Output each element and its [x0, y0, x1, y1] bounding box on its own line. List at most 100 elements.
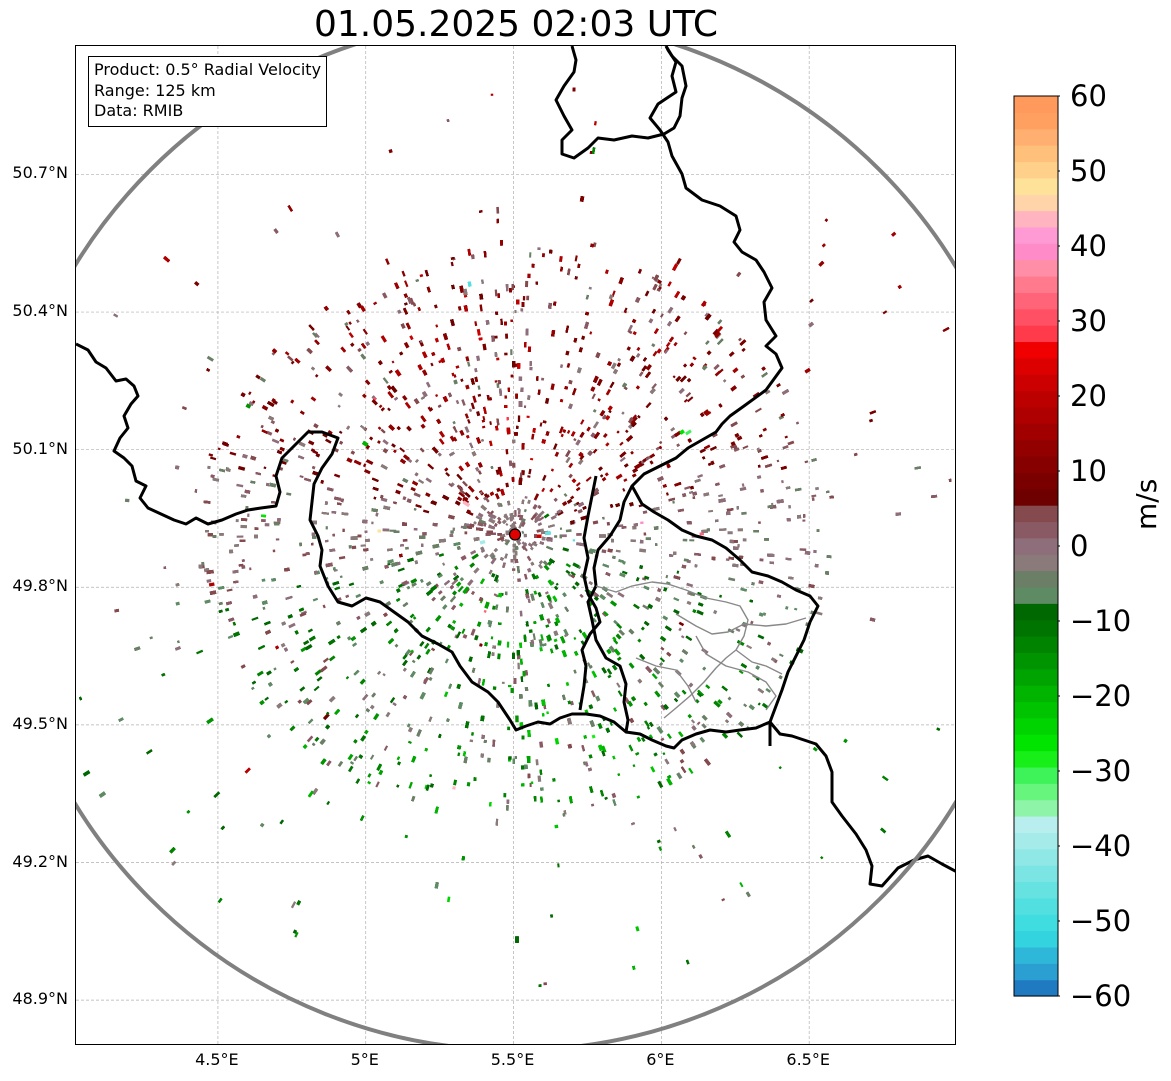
echo-pixel	[813, 549, 817, 554]
echo-pixel	[425, 381, 431, 388]
echo-pixel	[592, 520, 599, 525]
echo-pixel	[678, 621, 685, 627]
echo-pixel	[743, 703, 748, 708]
echo-pixel	[678, 387, 685, 395]
echo-pixel	[488, 440, 493, 447]
echo-pixel	[495, 594, 499, 598]
echo-pixel	[547, 602, 554, 610]
echo-pixel	[461, 628, 466, 635]
echo-pixel	[467, 579, 474, 587]
radar-map	[76, 46, 955, 1044]
echo-pixel	[425, 492, 431, 498]
echo-pixel	[604, 269, 609, 275]
echo-pixel	[758, 580, 764, 585]
echo-pixel	[504, 539, 511, 546]
echo-pixel	[589, 331, 593, 335]
echo-pixel	[565, 681, 570, 687]
echo-pixel	[735, 627, 741, 633]
echo-pixel	[490, 636, 494, 640]
echo-pixel	[573, 636, 577, 640]
echo-pixel	[422, 532, 427, 536]
echo-pixel	[338, 430, 343, 434]
echo-pixel	[346, 635, 352, 641]
echo-pixel	[656, 348, 662, 354]
echo-pixel	[503, 513, 510, 521]
echo-pixel	[673, 609, 680, 615]
echo-pixel	[676, 570, 680, 574]
echo-pixel	[673, 597, 680, 602]
echo-pixel	[256, 670, 264, 677]
echo-pixel	[264, 696, 270, 701]
echo-pixel	[459, 489, 466, 495]
echo-pixel	[399, 447, 406, 453]
echo-pixel	[302, 553, 307, 557]
echo-pixel	[799, 548, 807, 551]
echo-pixel	[737, 528, 744, 532]
echo-pixel	[682, 538, 688, 542]
echo-pixel	[490, 93, 494, 96]
map-panel[interactable]	[75, 45, 956, 1045]
echo-pixel	[750, 620, 754, 625]
echo-pixel	[742, 538, 747, 542]
echo-pixel	[196, 649, 204, 655]
echo-pixel	[236, 535, 244, 538]
echo-pixel	[469, 739, 474, 743]
echo-pixel	[531, 433, 535, 440]
echo-pixel	[450, 261, 454, 267]
echo-pixel	[477, 393, 482, 397]
echo-pixel	[512, 554, 517, 561]
echo-pixel	[758, 521, 761, 524]
echo-pixel	[437, 590, 443, 595]
echo-pixel	[347, 765, 354, 773]
echo-pixel	[369, 557, 374, 562]
echo-pixel	[521, 530, 525, 535]
echo-pixel	[567, 573, 572, 577]
echo-pixel	[543, 564, 550, 571]
echo-pixel	[397, 567, 405, 572]
echo-pixel	[208, 582, 215, 587]
echo-pixel	[391, 360, 395, 364]
echo-pixel	[686, 582, 694, 588]
echo-pixel	[433, 304, 438, 309]
echo-pixel	[248, 391, 252, 396]
echo-pixel	[641, 577, 647, 581]
echo-pixel	[322, 713, 330, 721]
echo-pixel	[701, 723, 707, 729]
echo-pixel	[760, 488, 765, 493]
echo-pixel	[217, 447, 221, 451]
echo-pixel	[554, 644, 559, 650]
echo-pixel	[718, 494, 724, 498]
echo-pixel	[632, 764, 636, 768]
echo-pixel	[637, 638, 642, 643]
echo-pixel	[635, 926, 640, 932]
echo-pixel	[508, 756, 512, 760]
echo-pixel	[575, 542, 581, 546]
echo-pixel	[554, 824, 559, 829]
echo-pixel	[687, 713, 693, 719]
echo-pixel	[648, 734, 654, 740]
echo-pixel	[511, 568, 516, 571]
echo-pixel	[514, 310, 517, 314]
echo-pixel	[539, 741, 544, 748]
echo-pixel	[554, 451, 560, 457]
echo-pixel	[590, 803, 595, 807]
echo-pixel	[537, 775, 542, 782]
echo-pixel	[290, 901, 297, 909]
echo-pixel	[275, 538, 280, 541]
echo-pixel	[602, 433, 608, 439]
echo-pixel	[360, 544, 366, 547]
echo-pixel	[290, 659, 295, 664]
echo-pixel	[739, 486, 747, 492]
echo-pixel	[457, 305, 462, 311]
echo-pixel	[574, 255, 578, 262]
echo-pixel	[523, 533, 528, 538]
echo-pixel	[442, 604, 448, 610]
echo-pixel	[299, 686, 306, 692]
echo-pixel	[557, 799, 561, 803]
echo-pixel	[625, 429, 629, 434]
echo-pixel	[568, 473, 573, 479]
echo-pixel	[402, 496, 407, 501]
echo-pixel	[359, 678, 366, 685]
echo-pixel	[554, 737, 560, 745]
echo-pixel	[685, 391, 692, 398]
